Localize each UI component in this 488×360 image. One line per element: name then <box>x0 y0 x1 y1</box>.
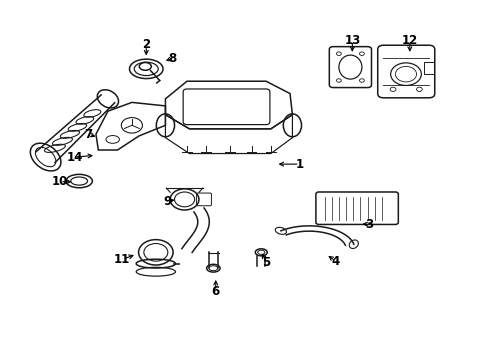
Text: 1: 1 <box>295 158 303 171</box>
Text: 13: 13 <box>344 34 360 47</box>
Text: 9: 9 <box>163 195 172 208</box>
Text: 11: 11 <box>114 253 130 266</box>
Text: 12: 12 <box>401 34 417 47</box>
Text: 6: 6 <box>211 285 220 298</box>
Text: 5: 5 <box>262 256 270 269</box>
Text: 7: 7 <box>84 128 93 141</box>
Text: 2: 2 <box>142 38 150 51</box>
Text: 8: 8 <box>168 52 176 65</box>
Text: 10: 10 <box>52 175 68 188</box>
Text: 4: 4 <box>331 255 339 267</box>
Text: 3: 3 <box>364 217 372 231</box>
Bar <box>424 62 433 74</box>
Text: 14: 14 <box>66 150 82 163</box>
